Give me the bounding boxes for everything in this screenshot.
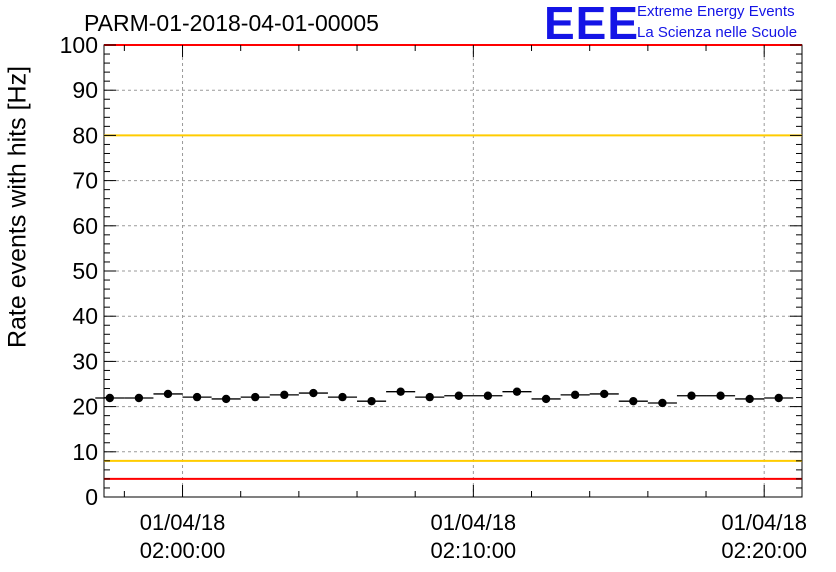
data-point (105, 393, 115, 403)
data-point (687, 391, 696, 400)
y-tick-label: 100 (60, 32, 98, 58)
logo-subtitle-line1: Extreme Energy Events (637, 3, 795, 20)
data-point (541, 394, 551, 404)
data-point (134, 393, 144, 403)
data-point (716, 391, 725, 400)
data-point (251, 392, 260, 402)
eee-logo: EEE (544, 0, 640, 49)
data-point (570, 390, 580, 400)
data-point (483, 391, 493, 400)
x-tick-date-label: 01/04/18 (431, 510, 517, 535)
data-point (774, 393, 783, 403)
data-point (192, 392, 202, 402)
y-tick-label: 70 (72, 168, 98, 194)
logo-subtitle-line2: La Scienza nelle Scuole (637, 24, 798, 41)
x-tick-date-label: 01/04/18 (721, 510, 807, 535)
x-tick-time-label: 02:00:00 (140, 538, 226, 563)
data-point (221, 394, 231, 404)
y-tick-label: 60 (72, 213, 98, 239)
x-tick-time-label: 02:20:00 (721, 538, 807, 563)
y-tick-label: 50 (72, 258, 98, 284)
chart-title: PARM-01-2018-04-01-00005 (84, 10, 379, 36)
data-point (745, 394, 754, 404)
data-point (425, 392, 434, 402)
data-point (512, 387, 522, 396)
data-point (658, 398, 667, 408)
x-tick-time-label: 02:10:00 (431, 538, 517, 563)
data-point (280, 390, 289, 400)
data-point (600, 389, 609, 399)
y-tick-label: 80 (72, 122, 98, 148)
data-point (367, 396, 376, 406)
data-point (629, 396, 638, 406)
y-tick-label: 30 (72, 348, 98, 374)
data-point (454, 391, 464, 400)
data-point (396, 387, 405, 396)
data-point (338, 392, 347, 402)
y-tick-label: 20 (72, 394, 98, 420)
y-tick-label: 40 (72, 303, 98, 329)
data-point (163, 389, 173, 399)
y-tick-label: 10 (72, 439, 98, 465)
x-tick-date-label: 01/04/18 (140, 510, 226, 535)
y-tick-label: 90 (72, 77, 98, 103)
y-tick-label: 0 (85, 484, 98, 510)
data-point (309, 388, 318, 398)
